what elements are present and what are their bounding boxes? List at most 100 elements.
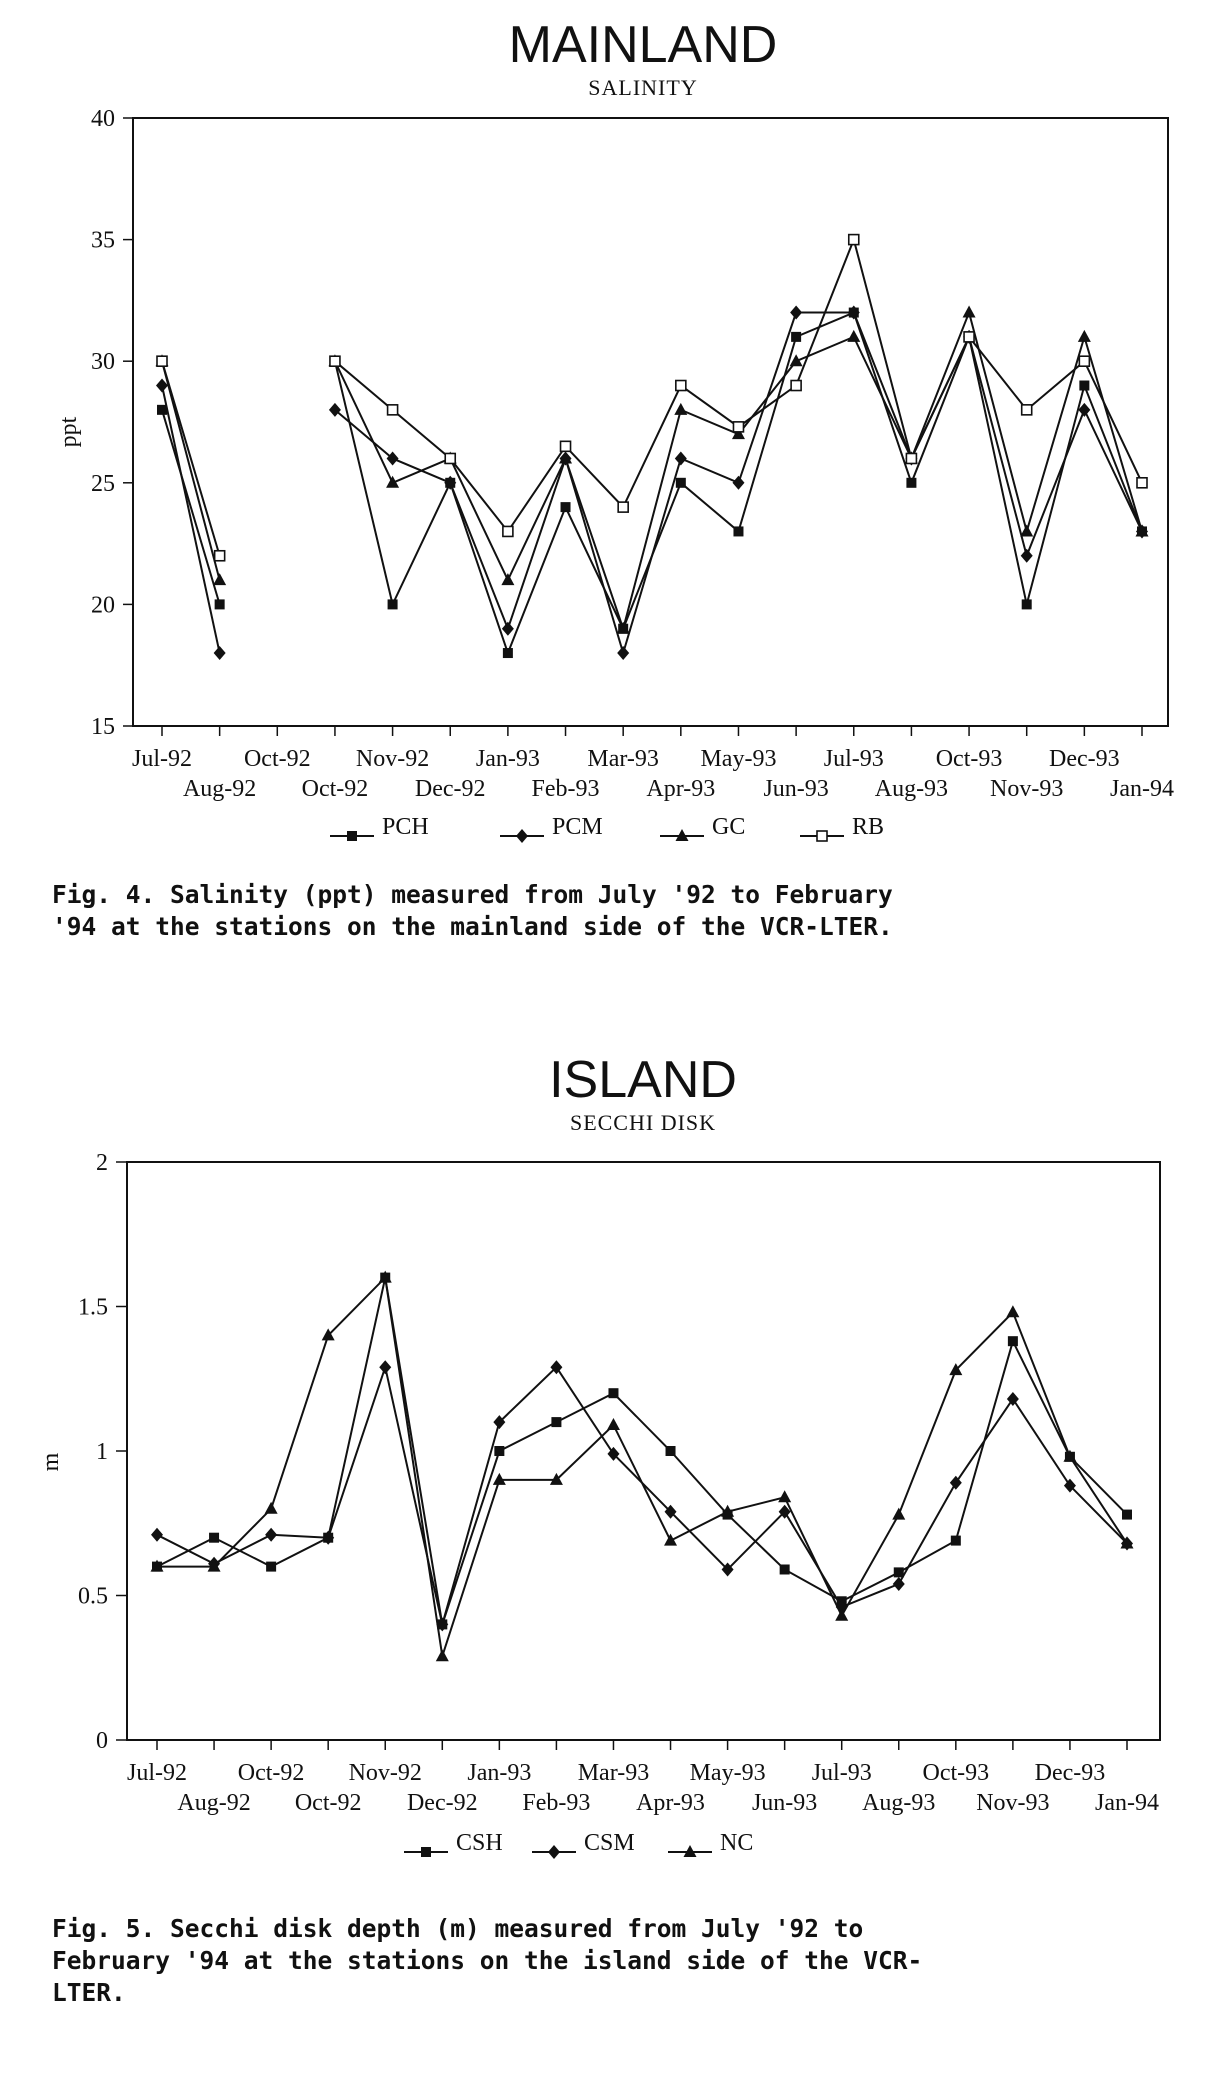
data-point-gc [213, 573, 227, 586]
caption-line: February '94 at the stations on the isla… [52, 1946, 922, 1975]
data-point-nc [1006, 1305, 1020, 1318]
data-point-gc [501, 573, 515, 586]
x-tick-label: Jan-94 [1110, 776, 1174, 802]
data-point-pch [791, 331, 802, 342]
x-tick-label: Nov-92 [356, 746, 429, 772]
data-point-rb [213, 549, 226, 562]
chart-title: ISLAND [549, 1051, 737, 1109]
legend-marker-csm [548, 1845, 560, 1859]
data-point-csh [494, 1446, 505, 1456]
series-markers [155, 233, 1149, 661]
legend-marker-rb [816, 830, 828, 842]
data-point-rb [559, 440, 572, 453]
data-point-nc [321, 1328, 335, 1341]
x-tick-label: Oct-92 [302, 776, 369, 802]
chart-subtitle: SECCHI DISK [570, 1110, 716, 1135]
x-tick-label: Jul-92 [132, 746, 192, 772]
data-point-csm [322, 1530, 335, 1545]
data-point-nc [835, 1608, 849, 1621]
data-point-nc [378, 1270, 392, 1283]
data-point-csm [664, 1504, 677, 1519]
data-point-pcm [328, 402, 341, 417]
x-tick-label: Oct-93 [936, 746, 1003, 772]
data-point-csm [379, 1360, 392, 1375]
caption-fig5: Fig. 5. Secchi disk depth (m) measured f… [52, 1914, 922, 2007]
data-point-gc [1077, 329, 1091, 342]
data-point-rb [790, 379, 802, 392]
legend-label-gc: GC [712, 814, 745, 840]
data-point-csm [835, 1600, 848, 1615]
data-point-gc [386, 475, 400, 488]
x-tick-labels: Jul-92 Oct-92 Nov-92 Jan-93 Mar-93 May-93 Jul-… [127, 1760, 1159, 1816]
data-point-csh [1007, 1336, 1018, 1347]
x-tick-marks [161, 726, 1143, 736]
caption-line: Fig. 4. Salinity (ppt) measured from Jul… [52, 880, 893, 909]
data-point-rb [963, 331, 975, 343]
data-point-csm [721, 1562, 734, 1577]
legend-marker-pcm [516, 829, 528, 843]
x-tick-label: Aug-93 [862, 1790, 935, 1816]
y-tick-label: 0 [96, 1728, 108, 1754]
legend-label-csh: CSH [456, 1830, 503, 1856]
x-tick-label: Jul-93 [824, 746, 884, 772]
legend-label-nc: NC [720, 1830, 753, 1856]
data-point-csm [436, 1617, 449, 1632]
y-tick-label: 1.5 [78, 1295, 108, 1321]
y-tick-label: 2 [96, 1150, 108, 1176]
x-tick-label: Dec-92 [415, 776, 486, 802]
data-point-gc [962, 305, 976, 318]
data-point-rb [156, 355, 168, 368]
data-point-nc [664, 1533, 678, 1546]
data-point-csm [892, 1576, 905, 1591]
x-tick-label: Dec-93 [1035, 1760, 1106, 1786]
plot-frame [126, 1161, 1161, 1741]
data-point-rb [386, 404, 399, 416]
data-point-pcm [213, 646, 226, 661]
x-tick-label: Dec-92 [407, 1790, 478, 1816]
data-point-nc [892, 1507, 906, 1520]
y-tick-label: 1 [96, 1439, 108, 1465]
chart-title: MAINLAND [509, 16, 778, 74]
data-point-rb [905, 452, 918, 465]
series-lines [156, 1275, 1128, 1657]
data-point-rb [1078, 355, 1091, 368]
x-tick-marks [156, 1740, 1128, 1750]
caption-line: '94 at the stations on the mainland side… [52, 912, 893, 941]
data-point-csh [950, 1535, 961, 1546]
data-point-rb [329, 355, 341, 368]
data-point-csm [1006, 1391, 1019, 1406]
data-point-gc [789, 354, 803, 367]
plot-frame [132, 117, 1169, 727]
data-point-rb [847, 233, 860, 246]
x-tick-label: Jun-93 [763, 776, 828, 802]
y-tick-labels: 0 0.5 1 1.5 2 [78, 1150, 126, 1754]
data-point-rb [732, 421, 745, 433]
legend-marker-gc [675, 829, 689, 841]
x-tick-label: Apr-93 [636, 1790, 705, 1816]
y-axis-label: ppt [56, 416, 82, 447]
x-tick-label: Jul-92 [127, 1760, 187, 1786]
x-tick-label: Oct-92 [295, 1790, 362, 1816]
data-point-rb [502, 525, 514, 538]
series-line-csm [156, 1363, 1128, 1625]
data-point-csm [778, 1504, 791, 1519]
x-tick-label: May-93 [690, 1760, 766, 1786]
legend: PCH PCM GC RB [330, 814, 884, 843]
x-tick-label: Apr-93 [646, 776, 715, 802]
legend-label-csm: CSM [584, 1830, 635, 1856]
data-point-pch [1021, 599, 1032, 610]
x-tick-label: Nov-93 [976, 1790, 1049, 1816]
data-point-nc [1063, 1449, 1077, 1462]
data-point-gc [616, 621, 630, 634]
series-line-gc [161, 360, 221, 581]
data-point-pcm [790, 305, 803, 320]
data-point-csh [209, 1532, 220, 1543]
data-point-nc [1120, 1536, 1134, 1549]
data-point-gc [674, 402, 688, 415]
x-tick-label: Nov-92 [349, 1760, 422, 1786]
data-point-csm [151, 1527, 163, 1542]
data-point-pch [906, 477, 917, 488]
legend-label-pcm: PCM [552, 814, 603, 840]
chart-mainland: MAINLAND SALINITY ppt 15 20 25 30 35 40 Jul-9… [56, 16, 1174, 843]
